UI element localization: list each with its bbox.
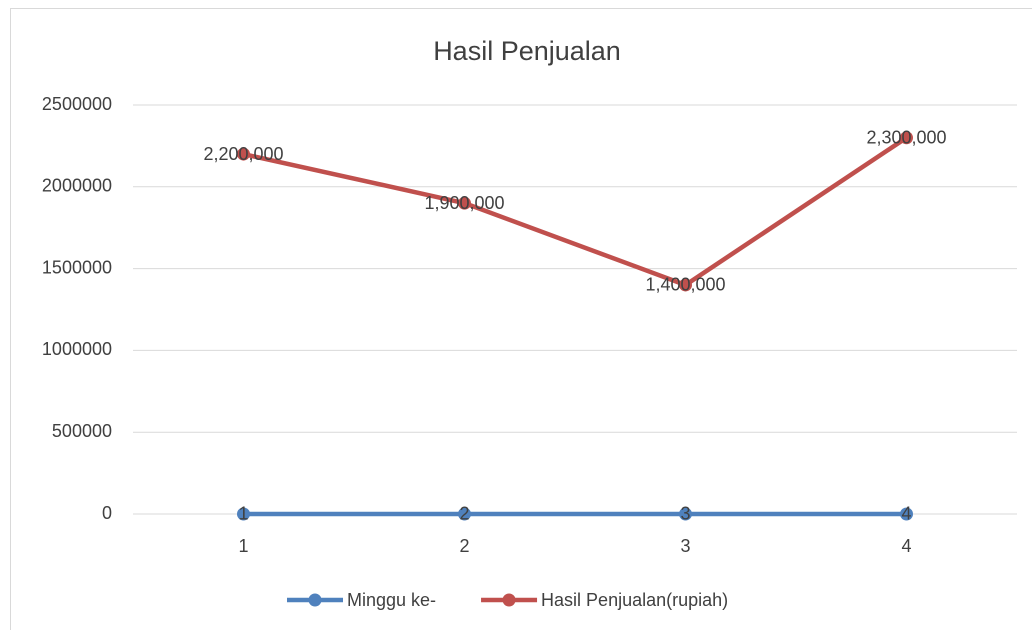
y-tick-label: 500000 [52,421,112,441]
marker [900,507,913,521]
y-tick-label: 1500000 [42,257,112,277]
y-tick-label: 2000000 [42,176,112,196]
legend-marker [308,593,322,607]
data-label: 3 [680,504,690,524]
marker [458,507,471,521]
x-tick-label: 4 [901,536,911,556]
data-label: 2,300,000 [866,127,946,147]
x-tick-label: 3 [680,536,690,556]
data-label: 2 [459,504,469,524]
y-tick-label: 0 [102,503,112,523]
marker [900,131,913,145]
legend-marker [502,593,516,607]
data-label: 4 [901,504,911,524]
chart-title: Hasil Penjualan [433,36,621,66]
y-tick-label: 1000000 [42,339,112,359]
marker [679,507,692,521]
x-tick-label: 1 [238,536,248,556]
marker [237,507,250,521]
data-label: 1,400,000 [645,275,725,295]
marker [237,147,250,161]
data-label: 2,200,000 [203,144,283,164]
y-tick-label: 2500000 [42,94,112,114]
x-tick-label: 2 [459,536,469,556]
data-label: 1,900,000 [424,193,504,213]
legend-label: Minggu ke- [347,590,436,610]
series-line [243,135,908,288]
data-label: 1 [238,504,248,524]
marker [679,278,692,292]
chart-border [10,8,1032,630]
legend-label: Hasil Penjualan(rupiah) [541,590,728,610]
marker [458,196,471,210]
